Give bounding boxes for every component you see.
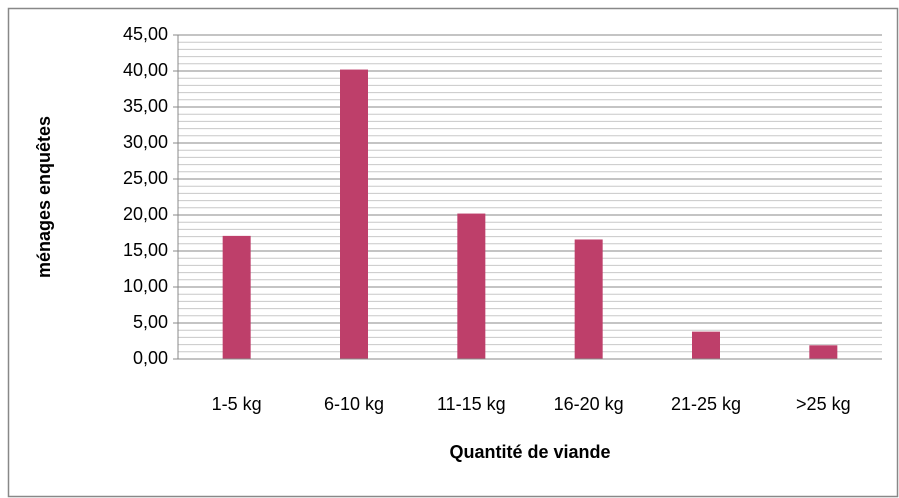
y-tick-label: 30,00 (123, 132, 168, 152)
y-tick-label: 0,00 (133, 348, 168, 368)
bar (574, 239, 603, 359)
y-tick-label: 25,00 (123, 168, 168, 188)
y-tick-label: 35,00 (123, 96, 168, 116)
chart-frame (7, 7, 899, 498)
y-tick-label: 45,00 (123, 24, 168, 44)
x-tick-label: 1-5 kg (212, 394, 262, 414)
bar (457, 213, 486, 359)
bar (809, 345, 838, 359)
x-tick-label: 11-15 kg (437, 394, 506, 414)
bar (222, 235, 251, 359)
bar (692, 331, 720, 359)
y-tick-label: 10,00 (123, 276, 168, 296)
x-tick-label: 6-10 kg (324, 394, 384, 414)
x-tick-label: >25 kg (796, 394, 851, 414)
y-tick-label: 20,00 (123, 204, 168, 224)
y-tick-label: 40,00 (123, 60, 168, 80)
x-axis-title: Quantité de viande (449, 442, 610, 462)
y-tick-label: 15,00 (123, 240, 168, 260)
bar (340, 69, 368, 359)
x-tick-label: 16-20 kg (554, 394, 624, 414)
x-tick-label: 21-25 kg (671, 394, 741, 414)
y-axis-title: ménages enquêtes (34, 116, 54, 278)
y-tick-label: 5,00 (133, 312, 168, 332)
